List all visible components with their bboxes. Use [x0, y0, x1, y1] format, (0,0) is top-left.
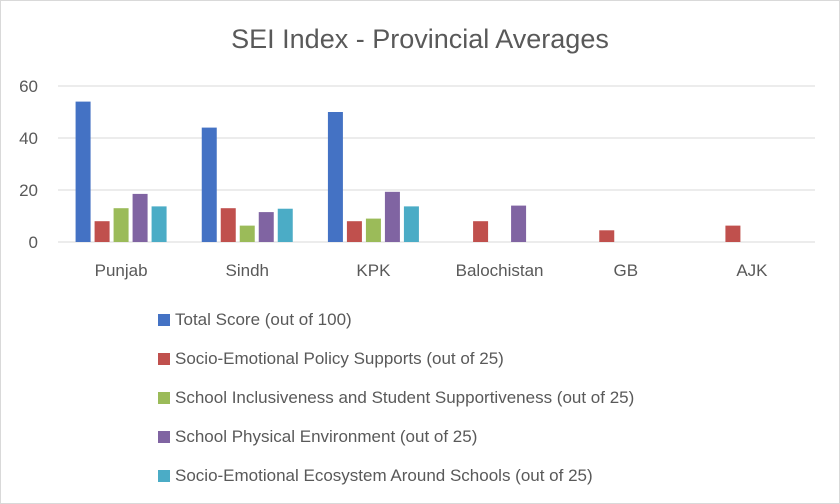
x-category-label: Sindh [226, 261, 269, 280]
y-tick-label: 40 [19, 129, 38, 148]
bar [201, 127, 217, 242]
bar [473, 221, 489, 242]
bar [94, 221, 110, 242]
legend-item: Socio-Emotional Ecosystem Around Schools… [158, 456, 778, 495]
y-tick-label: 60 [19, 77, 38, 96]
bar [599, 230, 615, 242]
x-category-label: Punjab [95, 261, 148, 280]
legend-swatch [158, 430, 170, 443]
legend-label: Total Score (out of 100) [175, 309, 352, 329]
bar [346, 221, 362, 242]
bar [132, 193, 148, 242]
bar [258, 212, 274, 242]
x-category-label: Balochistan [456, 261, 544, 280]
legend-item: Total Score (out of 100) [158, 300, 778, 339]
legend-swatch [158, 352, 170, 365]
bar [511, 205, 527, 242]
legend-item: School Inclusiveness and Student Support… [158, 378, 778, 417]
legend-swatch [158, 469, 170, 482]
legend-label: School Physical Environment (out of 25) [175, 426, 478, 446]
bar [239, 225, 255, 242]
y-tick-label: 20 [19, 181, 38, 200]
bar [384, 191, 400, 242]
y-tick-label: 0 [29, 233, 38, 252]
x-category-label: GB [613, 261, 638, 280]
bar [277, 208, 293, 242]
bar [403, 206, 419, 242]
legend-item: Socio-Emotional Policy Supports (out of … [158, 339, 778, 378]
legend-swatch [158, 313, 170, 326]
bar [365, 218, 381, 242]
bar [327, 112, 343, 242]
legend-swatch [158, 391, 170, 404]
legend-item: School Physical Environment (out of 25) [158, 417, 778, 456]
x-category-label: AJK [736, 261, 768, 280]
legend-label: Socio-Emotional Policy Supports (out of … [175, 348, 504, 368]
chart-title: SEI Index - Provincial Averages [231, 24, 609, 54]
chart-legend: Total Score (out of 100) Socio-Emotional … [158, 300, 778, 495]
bar [113, 208, 129, 242]
bar [75, 101, 91, 242]
x-category-label: KPK [356, 261, 391, 280]
bar [151, 206, 167, 242]
legend-label: School Inclusiveness and Student Support… [175, 387, 635, 407]
bar [725, 225, 741, 242]
bar [220, 208, 236, 242]
legend-label: Socio-Emotional Ecosystem Around Schools… [175, 465, 593, 485]
